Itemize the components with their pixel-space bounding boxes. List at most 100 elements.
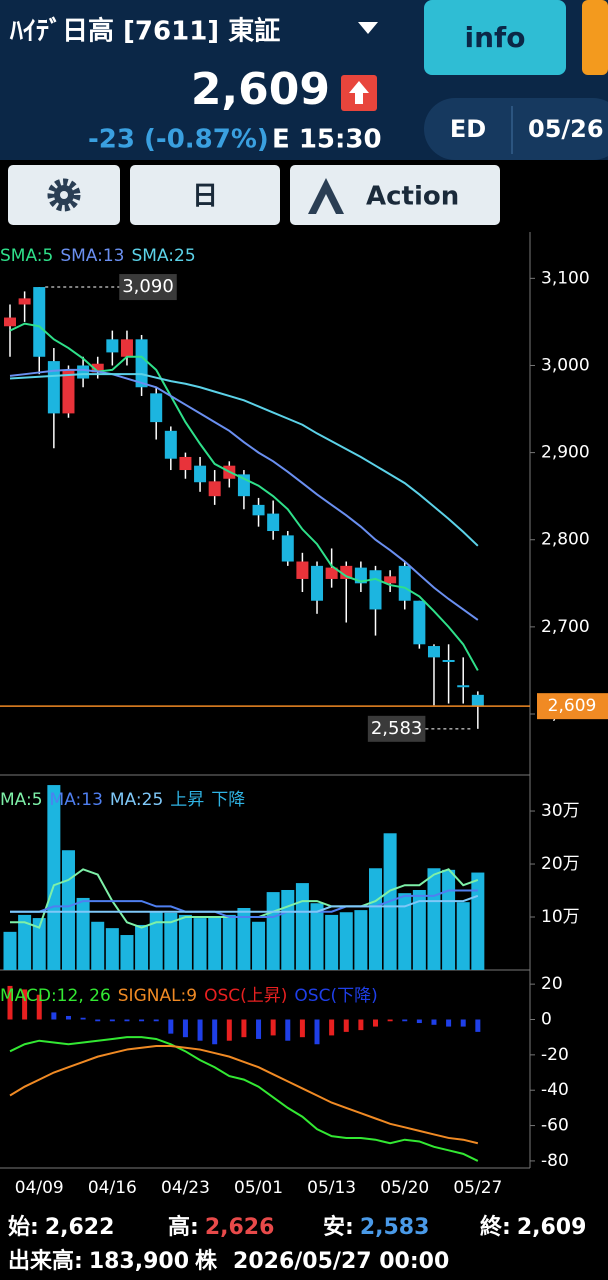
legend-label: 上昇 — [170, 790, 204, 810]
y-tick-label: 2,900 — [541, 443, 590, 463]
footer-datetime: 2026/05/27 00:00 — [233, 1249, 449, 1274]
series-line — [9, 1045, 479, 1145]
osc-bar — [212, 1019, 218, 1045]
series-line — [9, 1036, 479, 1162]
y-tick-label: -80 — [541, 1151, 569, 1171]
candle-body — [457, 685, 470, 688]
osc-bar — [387, 1019, 393, 1022]
period-button[interactable] — [130, 165, 280, 225]
legend-label: MACD:12, 26 — [0, 986, 111, 1006]
osc-bar — [270, 1019, 276, 1036]
volume-bar — [149, 912, 163, 970]
dropdown-arrow[interactable] — [358, 22, 378, 34]
candle-body — [208, 481, 221, 497]
volume-bar — [105, 928, 119, 970]
action-icon — [308, 178, 344, 214]
candle-body — [413, 600, 426, 645]
price-time: E 15:30 — [272, 125, 382, 155]
volume-bar — [120, 935, 134, 970]
up-arrow — [349, 81, 369, 104]
volume-bar — [471, 872, 485, 970]
series-line — [9, 373, 479, 547]
volume-bar — [237, 908, 251, 970]
footer-label: 高: — [168, 1214, 199, 1240]
series-line — [10, 889, 478, 919]
candle-body — [267, 513, 280, 532]
osc-bar — [460, 1019, 466, 1027]
osc-bar — [22, 989, 28, 1020]
volume-bar — [252, 921, 266, 970]
info-button[interactable] — [424, 0, 566, 75]
candle-body — [150, 393, 163, 423]
candle-body — [47, 361, 60, 414]
osc-bar — [431, 1019, 437, 1025]
osc-bar — [373, 1019, 378, 1027]
stock-title[interactable]: ﾊｲﾃﾞ日高 [7611] 東証 — [9, 16, 280, 47]
extreme-label: 3,090 — [122, 276, 174, 297]
y-tick-label: -40 — [541, 1080, 569, 1100]
osc-bar — [285, 1019, 291, 1041]
osc-bar — [153, 1019, 159, 1022]
last-price-label: 2,609 — [548, 696, 597, 716]
period-label[interactable]: 日 — [192, 182, 218, 212]
info-label[interactable]: info — [465, 21, 526, 54]
osc-bar — [314, 1019, 320, 1045]
legend-label: 下降 — [211, 790, 245, 810]
osc-bar — [358, 1019, 364, 1031]
y-tick-label: 0 — [541, 1010, 552, 1030]
osc-bar — [402, 1019, 408, 1022]
candle-body — [179, 456, 192, 471]
y-tick-label: 2,700 — [541, 617, 590, 637]
candle-body — [164, 430, 177, 459]
volume-bar — [427, 868, 441, 970]
candle-body — [106, 339, 119, 353]
footer-volume-unit: 株 — [195, 1249, 218, 1274]
volume-bar — [266, 892, 280, 970]
legend-label: SMA:13 — [60, 246, 124, 266]
osc-bar — [36, 994, 42, 1020]
legend-label: SIGNAL:9 — [118, 986, 197, 1006]
volume-bar — [208, 917, 222, 970]
volume-bar — [193, 918, 207, 970]
osc-bar — [124, 1019, 130, 1022]
osc-bar — [95, 1019, 101, 1022]
series-line — [9, 368, 479, 621]
candle-body — [384, 576, 397, 584]
volume-bar — [442, 869, 456, 970]
y-tick-label: 10万 — [541, 907, 580, 927]
candle-body — [340, 565, 353, 579]
volume-bar — [354, 910, 368, 970]
action-label[interactable]: Action — [366, 182, 459, 212]
osc-bar — [226, 1019, 232, 1041]
gear-teeth — [47, 178, 81, 212]
x-tick-label: 05/27 — [453, 1178, 502, 1198]
action-button[interactable] — [290, 165, 500, 225]
candle-body — [135, 339, 148, 388]
legend-label: MA:25 — [110, 790, 163, 810]
candle-body — [369, 570, 382, 610]
legend-label: MA:13 — [50, 790, 103, 810]
x-tick-label: 05/13 — [307, 1178, 356, 1198]
gear-hole — [60, 191, 68, 199]
tab-ed[interactable]: ED — [450, 115, 486, 143]
menu-button[interactable] — [582, 0, 608, 75]
volume-bar — [398, 893, 412, 970]
tab-date[interactable]: 05/26 — [528, 115, 604, 143]
volume-bar — [178, 914, 192, 970]
y-tick-label: 2,800 — [541, 530, 590, 550]
candle-body — [77, 365, 90, 379]
osc-bar — [343, 1019, 349, 1032]
x-tick-label: 04/23 — [161, 1178, 210, 1198]
y-tick-label: -20 — [541, 1045, 569, 1065]
candle-body — [398, 565, 411, 601]
osc-bar — [299, 1019, 305, 1038]
footer-value: 2,622 — [45, 1215, 115, 1240]
footer-label: 終: — [480, 1214, 511, 1240]
osc-bar — [65, 1015, 71, 1020]
y-tick-label: 30万 — [541, 801, 580, 821]
footer-volume: 183,900 — [89, 1249, 189, 1274]
footer-value: 2,583 — [360, 1215, 430, 1240]
osc-bar — [446, 1019, 452, 1027]
candle-body — [311, 565, 324, 601]
